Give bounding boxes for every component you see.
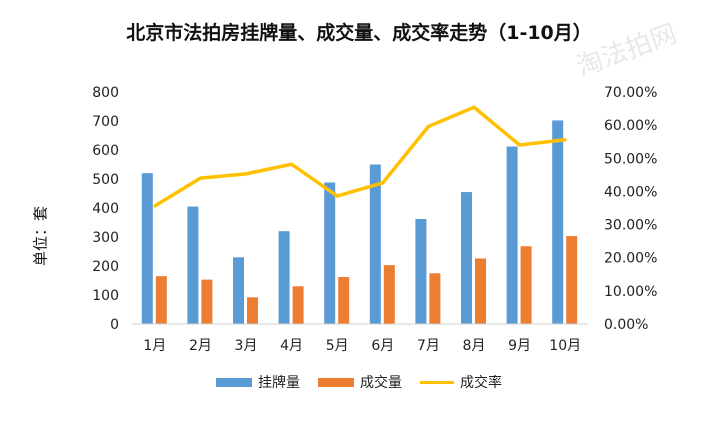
legend-swatch-rate (420, 380, 454, 384)
bar-sold-2月 (201, 279, 213, 324)
bar-listed-2月 (187, 206, 199, 324)
rate-point-8月 (472, 105, 476, 109)
bar-sold-4月 (292, 286, 304, 324)
right-tick-label: 30.00% (604, 218, 657, 234)
rate-polyline (153, 105, 566, 208)
left-tick-label: 200 (92, 259, 119, 275)
x-axis-ticks: 1月 2月 3月 4月 5月 6月 7月 8月 9月 10月 (143, 338, 581, 354)
left-tick-label: 300 (92, 230, 119, 246)
legend-label-sold: 成交量 (360, 375, 402, 391)
rate-point-9月 (518, 143, 522, 147)
left-axis-ticks: 0 100 200 300 400 500 600 700 800 (92, 85, 119, 333)
rate-point-7月 (426, 124, 430, 128)
legend-label-rate: 成交率 (460, 375, 502, 391)
right-tick-label: 60.00% (604, 118, 657, 134)
left-tick-label: 600 (92, 143, 119, 159)
bar-sold-6月 (383, 265, 395, 324)
rate-line (153, 105, 567, 208)
chart-title: 北京市法拍房挂牌量、成交量、成交率走势（1-10月） (126, 22, 592, 44)
bar-sold-9月 (520, 246, 532, 324)
bar-sold-1月 (155, 276, 167, 324)
right-axis-ticks: 0.00% 10.00% 20.00% 30.00% 40.00% 50.00% 60.00… (604, 85, 657, 333)
x-tick-label: 9月 (508, 338, 531, 354)
bar-listed-3月 (233, 257, 244, 324)
left-tick-label: 700 (92, 114, 119, 130)
right-tick-label: 70.00% (604, 85, 657, 101)
legend: 挂牌量 成交量 成交率 (0, 372, 718, 392)
bar-listed-5月 (324, 182, 336, 324)
x-tick-label: 2月 (189, 338, 212, 354)
left-tick-label: 500 (92, 172, 119, 188)
bar-listed-8月 (461, 192, 472, 324)
bar-listed-10月 (552, 120, 564, 324)
legend-label-listed: 挂牌量 (258, 375, 300, 391)
left-tick-label: 800 (92, 85, 119, 101)
x-tick-label: 5月 (326, 338, 349, 354)
left-tick-label: 100 (92, 288, 119, 304)
right-tick-label: 10.00% (604, 284, 657, 300)
right-tick-label: 20.00% (604, 251, 657, 267)
legend-item-rate[interactable]: 成交率 (420, 372, 502, 392)
x-tick-label: 7月 (417, 338, 440, 354)
legend-swatch-sold (318, 377, 354, 387)
x-tick-label: 3月 (235, 338, 258, 354)
bar-listed-6月 (369, 164, 381, 324)
bar-listed-1月 (141, 173, 153, 324)
sold-bars (155, 236, 578, 324)
legend-item-listed[interactable]: 挂牌量 (216, 372, 300, 392)
rate-point-6月 (381, 181, 385, 185)
rate-point-5月 (335, 194, 339, 198)
rate-point-3月 (244, 172, 248, 176)
bar-sold-3月 (247, 297, 258, 324)
legend-swatch-listed (216, 377, 252, 387)
bar-listed-7月 (415, 219, 427, 324)
rate-point-1月 (153, 204, 157, 208)
rate-point-10月 (563, 138, 567, 142)
right-tick-label: 50.00% (604, 151, 657, 167)
x-tick-label: 10月 (549, 338, 581, 354)
legend-item-sold[interactable]: 成交量 (318, 372, 402, 392)
x-tick-label: 4月 (280, 338, 303, 354)
right-tick-label: 0.00% (604, 317, 648, 333)
bar-sold-5月 (338, 277, 350, 324)
bar-sold-7月 (429, 273, 441, 324)
left-tick-label: 0 (110, 317, 119, 333)
rate-point-4月 (290, 162, 294, 166)
bar-sold-10月 (566, 236, 578, 324)
right-tick-label: 40.00% (604, 184, 657, 200)
rate-point-2月 (198, 176, 202, 180)
x-tick-label: 1月 (143, 338, 166, 354)
bar-sold-8月 (475, 258, 486, 324)
listed-bars (141, 120, 564, 324)
x-tick-label: 8月 (463, 338, 486, 354)
x-tick-label: 6月 (371, 338, 394, 354)
bar-listed-9月 (506, 146, 518, 324)
bar-listed-4月 (278, 231, 290, 324)
left-tick-label: 400 (92, 201, 119, 217)
